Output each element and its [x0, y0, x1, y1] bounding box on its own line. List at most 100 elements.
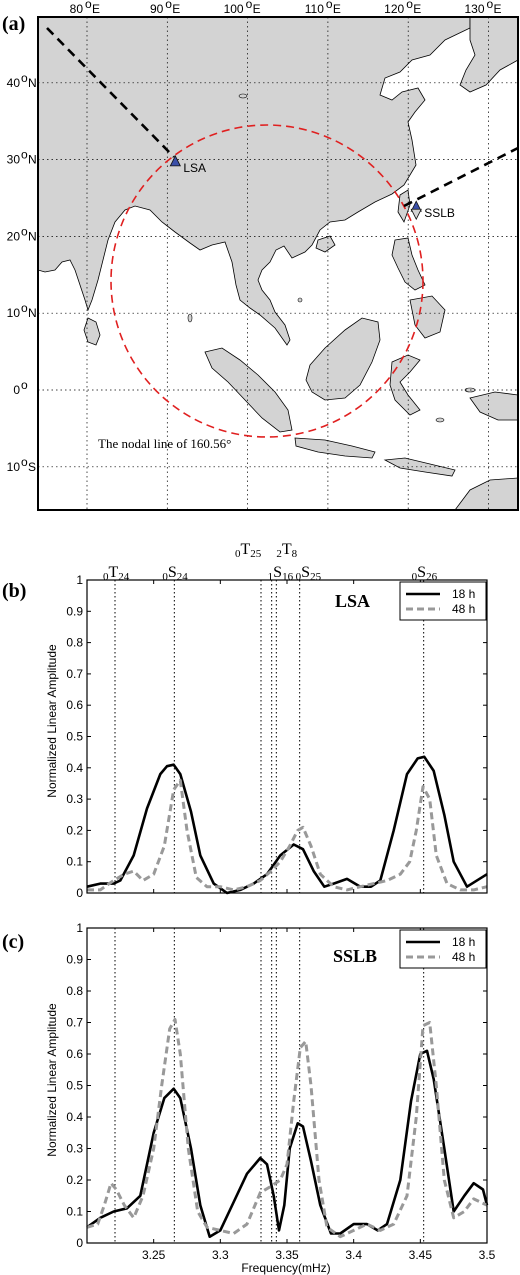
lon-tick-label: 80: [70, 2, 84, 16]
mode-label-degree: 24: [177, 571, 189, 583]
lat-tick-unit: N: [28, 153, 37, 167]
lat-tick-label: 10: [7, 306, 21, 320]
panel-label-a: (a): [2, 13, 25, 35]
nodal-line-annotation: The nodal line of 160.56°: [98, 436, 231, 451]
mode-label: 0S26: [412, 564, 438, 583]
land-islet: [238, 93, 248, 99]
lon-tick-unit: E: [253, 2, 261, 16]
lat-tick-unit: N: [28, 229, 37, 243]
y-tick-label: 0.6: [66, 698, 83, 712]
mode-label: 0T25: [235, 541, 262, 560]
degree-mark: o: [21, 455, 28, 469]
map-panel: 80 o E 90 o E 100 o E 110 o E 120 o E 130 o E40 o N30 o N20 o N…: [2, 0, 519, 511]
plot-frame: [86, 579, 488, 894]
station-marker-shadow: [410, 208, 422, 221]
station-marker-lsa: [169, 155, 181, 167]
y-tick-label: 1: [76, 921, 83, 935]
land-islet: [297, 297, 303, 303]
spectrum-chart-sslb: (c) SSLB Normalized Linear Amplitude Fre…: [2, 921, 496, 1275]
y-tick-label: 0.8: [66, 984, 83, 998]
mode-label-overtone: 0: [235, 548, 241, 560]
y-tick-label: 0: [76, 886, 83, 900]
legend-label: 18 h: [452, 935, 475, 949]
lat-tick-label: 0: [13, 383, 20, 397]
mode-label: 0S24: [162, 564, 188, 583]
y-tick-label: 0: [76, 1236, 83, 1250]
y-tick-label: 0.9: [66, 604, 83, 618]
great-circle-path-lsa: [46, 27, 175, 158]
lon-tick-unit: E: [172, 2, 180, 16]
y-tick-label: 0.1: [66, 1205, 83, 1219]
mode-label-type: S: [168, 564, 177, 581]
degree-mark: o: [21, 148, 28, 162]
map-tick-labels: 80 o E 90 o E 100 o E 110 o E 120 o E 130 o E40 o N30 o N20 o N…: [7, 0, 502, 474]
stations: LSA SSLB: [169, 155, 455, 221]
lon-tick-label: 110: [305, 2, 324, 16]
mode-label: 0S25: [296, 564, 322, 583]
series-line-48h: [86, 1017, 488, 1239]
series-line-18h: [86, 1049, 489, 1238]
legend: 18 h48 h: [399, 929, 487, 969]
legend-box: [399, 929, 487, 969]
degree-mark: o: [246, 0, 253, 11]
mode-label-type: T: [241, 541, 251, 558]
y-tick-label: 1: [76, 573, 83, 587]
mode-label: 1S16: [268, 564, 294, 583]
station-title-lsa: LSA: [335, 591, 370, 611]
mode-label-degree: 26: [426, 571, 438, 583]
land-borneo: [305, 317, 381, 401]
degree-mark: o: [165, 0, 172, 11]
mode-label-overtone: 0: [162, 571, 168, 583]
lon-tick-unit: E: [494, 2, 502, 16]
land-srilanka: [83, 317, 101, 346]
land-newguinea: [469, 391, 518, 421]
degree-mark: o: [21, 378, 28, 392]
lat-tick-label: 30: [7, 153, 21, 167]
mode-label-overtone: 0: [103, 571, 109, 583]
lat-tick-label: 20: [7, 229, 21, 243]
mode-label-type: S: [417, 564, 426, 581]
lon-tick-label: 100: [224, 2, 244, 16]
y-tick-label: 0.6: [66, 1047, 83, 1061]
land-korea: [459, 17, 518, 93]
y-tick-label: 0.5: [66, 1079, 83, 1093]
y-axis-label-b: Normalized Linear Amplitude: [45, 644, 59, 798]
degree-mark: o: [406, 0, 413, 11]
mode-label-type: S: [273, 564, 282, 581]
y-axis-label-c: Normalized Linear Amplitude: [45, 1003, 59, 1157]
mode-label-overtone: 0: [412, 571, 418, 583]
land-luzon: [391, 237, 426, 291]
lon-tick-label: 90: [150, 2, 164, 16]
x-tick-label: 3.45: [409, 1248, 433, 1262]
y-tick-label: 0.7: [66, 1016, 83, 1030]
degree-mark: o: [326, 0, 333, 11]
panel-label-c: (c): [2, 931, 24, 953]
legend-label: 48 h: [452, 950, 475, 964]
lon-tick-label: 120: [384, 2, 404, 16]
lat-tick-label: 40: [7, 76, 21, 90]
series-line-18h: [86, 755, 488, 895]
x-tick-label: 3.3: [212, 1248, 229, 1262]
degree-mark: o: [21, 301, 28, 315]
map-gridlines: [38, 17, 518, 510]
mode-label-type: T: [109, 564, 119, 581]
spectrum-chart-lsa: (b) LSA Normalized Linear Amplitude 0 0.1…: [2, 573, 488, 900]
station-label-sslb: SSLB: [424, 206, 455, 220]
lat-tick-unit: N: [28, 306, 37, 320]
mode-label-degree: 25: [310, 571, 322, 583]
legend-label: 48 h: [452, 602, 475, 616]
y-tick-label: 0.4: [66, 1110, 83, 1124]
x-axis-label-c: Frequency(mHz): [241, 1261, 330, 1275]
legend-box: [399, 581, 487, 621]
x-tick-label: 3.5: [479, 1248, 496, 1262]
x-tick-label: 3.35: [275, 1248, 299, 1262]
y-tick-label: 0.4: [66, 761, 83, 775]
legend: 18 h48 h: [399, 581, 487, 621]
lat-tick-label: 10: [7, 460, 21, 474]
station-title-sslb: SSLB: [333, 946, 377, 966]
lat-tick-unit: N: [28, 76, 37, 90]
great-circle-path-sslb: [403, 146, 519, 208]
land-islet: [435, 417, 445, 423]
